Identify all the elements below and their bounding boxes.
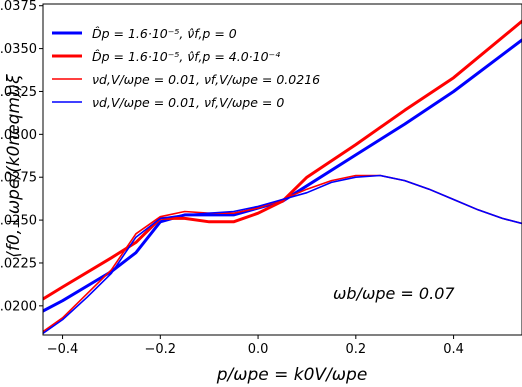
y-tick-label: 0.0375 [0,0,37,14]
y-tick-label: 0.0225 [0,256,37,271]
y-tick-label: 0.0200 [0,299,37,314]
legend-label-1: D̂p = 1.6·10⁻⁵, ν̂f,p = 0 [92,26,237,41]
axes: −0.4 −0.2 0.0 0.2 0.4 0.0200 0.0225 0.0250 0.027… [0,0,522,357]
y-tick-label: 0.0350 [0,42,37,57]
x-tick-label: −0.2 [145,342,177,357]
y-tick-label: 0.0250 [0,214,37,229]
annotation-omega-b: ωb/ωpe = 0.07 [333,284,455,303]
legend-label-3: νd,V/ωpe = 0.01, νf,V/ωpe = 0.0216 [92,72,320,87]
x-axis-label: p/ωpe = k0V/ωpe [216,365,368,385]
y-axis-label: ⟨f0,⊥ωpe/(k0neqm)⟩ξ [4,74,24,258]
y-tick-label: 0.0300 [0,128,37,143]
series-line-1 [43,38,522,313]
plot-area [43,19,522,335]
y-tick-label: 0.0325 [0,85,37,100]
series-line-2 [43,19,522,301]
x-tick-label: 0.4 [443,342,464,357]
axes-frame [42,3,522,336]
legend-label-2: D̂p = 1.6·10⁻⁵, ν̂f,p = 4.0·10⁻⁴ [92,49,280,64]
x-tick-label: 0.0 [248,342,269,357]
y-tick-label: 0.0275 [0,171,37,186]
x-tick-label: 0.2 [345,342,366,357]
legend-label-4: νd,V/ωpe = 0.01, νf,V/ωpe = 0 [92,95,284,110]
legend: D̂p = 1.6·10⁻⁵, ν̂f,p = 0 D̂p = 1.6·10⁻⁵,… [52,26,320,110]
series-line-4 [43,174,522,335]
x-tick-label: −0.4 [47,342,79,357]
